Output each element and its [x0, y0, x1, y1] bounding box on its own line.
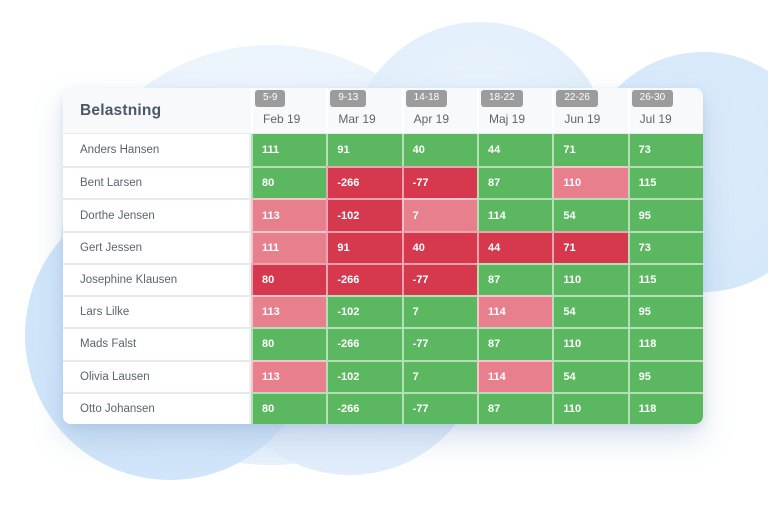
week-range-badge: 5-9 [255, 90, 286, 107]
column-header: 22-26 Jun 19 [552, 88, 627, 133]
load-value-cell[interactable]: 7 [401, 295, 477, 328]
table-header: Belastning 5-9 Feb 19 9-13 Mar 19 14-18 … [63, 88, 703, 134]
load-value-cell[interactable]: 95 [627, 295, 703, 328]
load-value-cell[interactable]: -102 [326, 295, 402, 328]
table-title: Belastning [80, 101, 162, 119]
month-label: Feb 19 [263, 112, 301, 126]
load-value-cell[interactable]: 110 [552, 391, 628, 424]
table-row: Mads Falst 80 -266 -77 87 110 118 [63, 327, 703, 360]
load-value-cell[interactable]: -77 [401, 262, 477, 296]
load-value-cell[interactable]: 54 [552, 359, 628, 392]
month-label: Maj 19 [489, 112, 526, 126]
load-value-cell[interactable]: 73 [627, 134, 703, 167]
load-value-cell[interactable]: 40 [401, 134, 477, 167]
load-value-cell[interactable]: -266 [326, 391, 402, 424]
load-value-cell[interactable]: 95 [627, 359, 703, 392]
load-value-cell[interactable]: 80 [251, 166, 327, 199]
load-value-cell[interactable]: -77 [401, 166, 477, 199]
load-value-cell[interactable]: 54 [552, 295, 628, 328]
table-row: Josephine Klausen 80 -266 -77 87 110 115 [63, 262, 703, 296]
load-value-cell[interactable]: 73 [627, 230, 703, 263]
week-range-badge: 9-13 [330, 90, 367, 107]
table-row: Anders Hansen 111 91 40 44 71 73 [63, 134, 703, 167]
column-header: 14-18 Apr 19 [401, 88, 477, 133]
person-name-cell[interactable]: Bent Larsen [63, 166, 251, 199]
load-value-cell[interactable]: 7 [401, 359, 477, 392]
load-value-cell[interactable]: 115 [627, 262, 703, 296]
load-value-cell[interactable]: 113 [251, 295, 327, 328]
load-value-cell[interactable]: -77 [401, 327, 477, 360]
week-range-badge: 18-22 [481, 90, 523, 107]
load-value-cell[interactable]: -266 [326, 166, 402, 199]
table-row: Gert Jessen 111 91 40 44 71 73 [63, 230, 703, 263]
person-name-cell[interactable]: Mads Falst [63, 327, 251, 360]
load-value-cell[interactable]: 113 [251, 198, 327, 231]
load-value-cell[interactable]: 54 [552, 198, 628, 231]
month-label: Jul 19 [639, 112, 672, 126]
table-body: Anders Hansen 111 91 40 44 71 73 Bent La… [63, 134, 703, 424]
load-value-cell[interactable]: 80 [251, 327, 327, 360]
load-value-cell[interactable]: 110 [552, 327, 628, 360]
load-value-cell[interactable]: 80 [251, 391, 327, 424]
load-value-cell[interactable]: -77 [401, 391, 477, 424]
load-value-cell[interactable]: 111 [251, 134, 327, 167]
load-value-cell[interactable]: 80 [251, 262, 327, 296]
load-value-cell[interactable]: 71 [552, 134, 628, 167]
load-value-cell[interactable]: 114 [477, 198, 553, 231]
week-range-badge: 22-26 [556, 90, 598, 107]
table-row: Olivia Lausen 113 -102 7 114 54 95 [63, 359, 703, 392]
person-name-cell[interactable]: Anders Hansen [63, 134, 251, 167]
person-name-cell[interactable]: Olivia Lausen [63, 359, 251, 392]
person-name-cell[interactable]: Josephine Klausen [63, 262, 251, 296]
person-name-cell[interactable]: Otto Johansen [63, 391, 251, 424]
column-header: 18-22 Maj 19 [477, 88, 552, 133]
load-value-cell[interactable]: 110 [552, 262, 628, 296]
load-value-cell[interactable]: 44 [477, 134, 553, 167]
load-value-cell[interactable]: 87 [477, 262, 553, 296]
week-range-badge: 26-30 [631, 90, 674, 107]
month-label: Jun 19 [564, 112, 601, 126]
column-header: 9-13 Mar 19 [326, 88, 401, 133]
load-value-cell[interactable]: -266 [326, 262, 402, 296]
load-value-cell[interactable]: 95 [627, 198, 703, 231]
load-value-cell[interactable]: 111 [251, 230, 327, 263]
load-value-cell[interactable]: 113 [251, 359, 327, 392]
load-value-cell[interactable]: 110 [552, 166, 628, 199]
table-row: Dorthe Jensen 113 -102 7 114 54 95 [63, 198, 703, 231]
person-name-cell[interactable]: Gert Jessen [63, 230, 251, 263]
load-value-cell[interactable]: 87 [477, 391, 553, 424]
week-range-badge: 14-18 [405, 90, 448, 107]
month-label: Mar 19 [338, 112, 376, 126]
load-value-cell[interactable]: 91 [326, 134, 402, 167]
load-value-cell[interactable]: 114 [477, 359, 553, 392]
column-header: 26-30 Jul 19 [627, 88, 703, 133]
load-value-cell[interactable]: 118 [627, 327, 703, 360]
load-table-card: Belastning 5-9 Feb 19 9-13 Mar 19 14-18 … [63, 88, 703, 424]
load-value-cell[interactable]: 71 [552, 230, 628, 263]
month-label: Apr 19 [413, 112, 450, 126]
load-value-cell[interactable]: 44 [477, 230, 553, 263]
load-value-cell[interactable]: 118 [627, 391, 703, 424]
person-name-cell[interactable]: Lars Lilke [63, 295, 251, 328]
load-value-cell[interactable]: 87 [477, 327, 553, 360]
load-value-cell[interactable]: 115 [627, 166, 703, 199]
load-value-cell[interactable]: -102 [326, 198, 402, 231]
table-row: Otto Johansen 80 -266 -77 87 110 118 [63, 391, 703, 424]
load-value-cell[interactable]: -102 [326, 359, 402, 392]
load-value-cell[interactable]: 40 [401, 230, 477, 263]
load-value-cell[interactable]: 87 [477, 166, 553, 199]
table-row: Bent Larsen 80 -266 -77 87 110 115 [63, 166, 703, 199]
person-name-cell[interactable]: Dorthe Jensen [63, 198, 251, 231]
column-header: 5-9 Feb 19 [251, 88, 326, 133]
load-value-cell[interactable]: 91 [326, 230, 402, 263]
load-value-cell[interactable]: 114 [477, 295, 553, 328]
table-row: Lars Lilke 113 -102 7 114 54 95 [63, 295, 703, 328]
load-value-cell[interactable]: -266 [326, 327, 402, 360]
load-value-cell[interactable]: 7 [401, 198, 477, 231]
